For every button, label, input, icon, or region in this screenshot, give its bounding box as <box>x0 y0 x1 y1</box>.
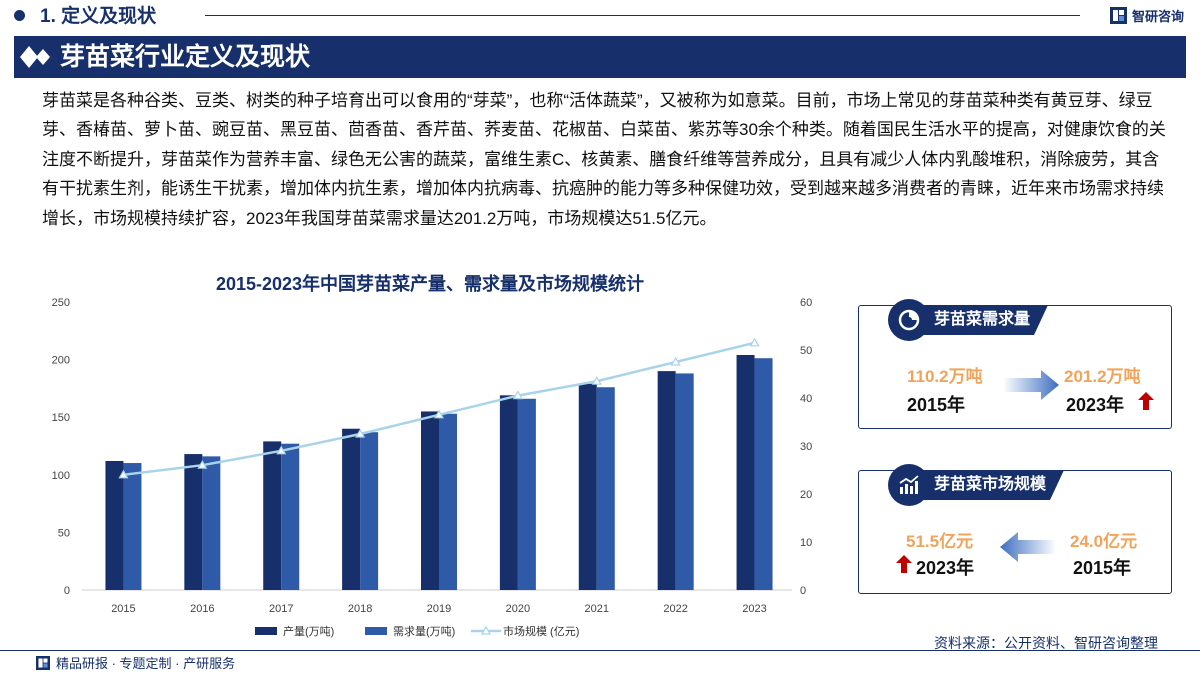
diamond-icon <box>20 46 50 68</box>
y-right-tick-label: 0 <box>800 585 806 597</box>
demand-card-header: 芽苗菜需求量 <box>888 299 1048 341</box>
bar-demand <box>754 358 773 590</box>
arrow-right-icon <box>1003 370 1059 400</box>
bar-demand <box>281 443 300 590</box>
title-banner <box>14 36 1186 78</box>
pie-chart-icon <box>888 299 930 341</box>
bar-demand <box>202 456 221 590</box>
x-tick-label: 2020 <box>506 603 530 615</box>
legend-label: 产量(万吨) <box>283 624 334 638</box>
x-tick-label: 2018 <box>348 603 372 615</box>
section-bullet <box>14 10 25 21</box>
section-title: 1. 定义及现状 <box>40 6 157 27</box>
banner-title: 芽苗菜行业定义及现状 <box>60 43 311 71</box>
demand-to-value: 201.2万吨 <box>1064 367 1141 386</box>
footer-text: 精品研报 · 专题定制 · 产研服务 <box>56 656 236 671</box>
y-left-tick-label: 100 <box>52 470 70 482</box>
x-tick-label: 2021 <box>585 603 609 615</box>
y-left-tick-label: 50 <box>58 527 70 539</box>
market-new-value: 51.5亿元 <box>906 532 974 551</box>
bar-production <box>263 441 282 590</box>
y-right-tick-label: 20 <box>800 489 812 501</box>
body-paragraph: 芽苗菜是各种谷类、豆类、树类的种子培育出可以食用的“芽菜”，也称“活体蔬菜”，又… <box>42 91 1166 228</box>
x-tick-label: 2017 <box>269 603 293 615</box>
market-size-point <box>512 390 523 400</box>
legend-swatch <box>365 627 387 635</box>
x-tick-label: 2023 <box>742 603 766 615</box>
x-tick-label: 2022 <box>663 603 687 615</box>
bar-demand <box>675 373 694 590</box>
demand-to-year: 2023年 <box>1066 395 1125 415</box>
legend-label: 需求量(万吨) <box>393 625 455 638</box>
legend-label: 市场规模 (亿元) <box>503 624 579 638</box>
y-right-tick-label: 10 <box>800 537 812 549</box>
bar-production <box>736 354 755 590</box>
up-arrow-icon <box>1138 392 1154 410</box>
bar-production <box>657 371 676 590</box>
legend-marker <box>480 625 492 635</box>
arrow-left-icon <box>1000 532 1056 562</box>
chart-title: 2015-2023年中国芽苗菜产量、需求量及市场规模统计 <box>215 274 645 294</box>
market-size-point <box>591 375 602 385</box>
bar-production <box>578 383 597 590</box>
footer-divider <box>0 650 1200 651</box>
brand: 智研咨询 <box>1109 6 1184 25</box>
brand-logo-icon <box>36 655 50 670</box>
demand-from-value: 110.2万吨 <box>907 367 983 386</box>
y-left-tick-label: 0 <box>64 585 70 597</box>
market-size-point <box>749 337 760 347</box>
bar-production <box>421 411 439 590</box>
legend-swatch <box>255 627 277 635</box>
y-right-tick-label: 60 <box>800 297 812 309</box>
bar-production <box>342 428 361 590</box>
bar-demand <box>123 463 142 590</box>
brand-logo-icon <box>1109 7 1127 24</box>
market-card-header: 芽苗菜市场规模 <box>888 464 1064 506</box>
x-tick-label: 2016 <box>190 603 214 615</box>
market-new-year: 2023年 <box>916 558 975 578</box>
bar-demand <box>517 398 536 590</box>
market-old-value: 24.0亿元 <box>1070 532 1138 551</box>
trend-chart-icon <box>888 464 930 506</box>
footer: 精品研报 · 专题定制 · 产研服务 <box>36 653 235 672</box>
demand-card-title: 芽苗菜需求量 <box>924 305 1048 335</box>
market-size-point <box>670 356 681 366</box>
market-size-point <box>276 445 287 455</box>
bar-demand <box>439 413 457 590</box>
x-tick-label: 2015 <box>111 603 135 615</box>
y-right-tick-label: 50 <box>800 345 812 357</box>
header-divider <box>205 15 1080 16</box>
market-old-year: 2015年 <box>1073 558 1132 578</box>
bar-demand <box>360 432 379 590</box>
up-arrow-icon <box>896 555 912 573</box>
market-card-title: 芽苗菜市场规模 <box>924 470 1064 500</box>
market-size-point <box>118 469 129 479</box>
brand-name: 智研咨询 <box>1131 9 1184 24</box>
y-right-tick-label: 30 <box>800 441 812 453</box>
bar-production <box>105 460 124 590</box>
y-left-tick-label: 150 <box>52 412 70 424</box>
combo-chart: 0 50 100 150 200 250 0 10 20 30 40 50 60 2015 2016 2017… <box>52 297 813 638</box>
demand-from-year: 2015年 <box>907 395 966 415</box>
market-size-point <box>197 459 208 469</box>
bar-demand <box>596 387 615 590</box>
y-left-tick-label: 250 <box>52 297 70 309</box>
source-note: 资料来源：公开资料、智研咨询整理 <box>934 635 1158 651</box>
bar-production <box>499 395 518 590</box>
y-right-tick-label: 40 <box>800 393 812 405</box>
market-size-point <box>355 428 366 438</box>
bar-production <box>184 454 203 590</box>
x-tick-label: 2019 <box>427 603 451 615</box>
y-left-tick-label: 200 <box>52 355 70 367</box>
market-size-point <box>433 409 445 419</box>
